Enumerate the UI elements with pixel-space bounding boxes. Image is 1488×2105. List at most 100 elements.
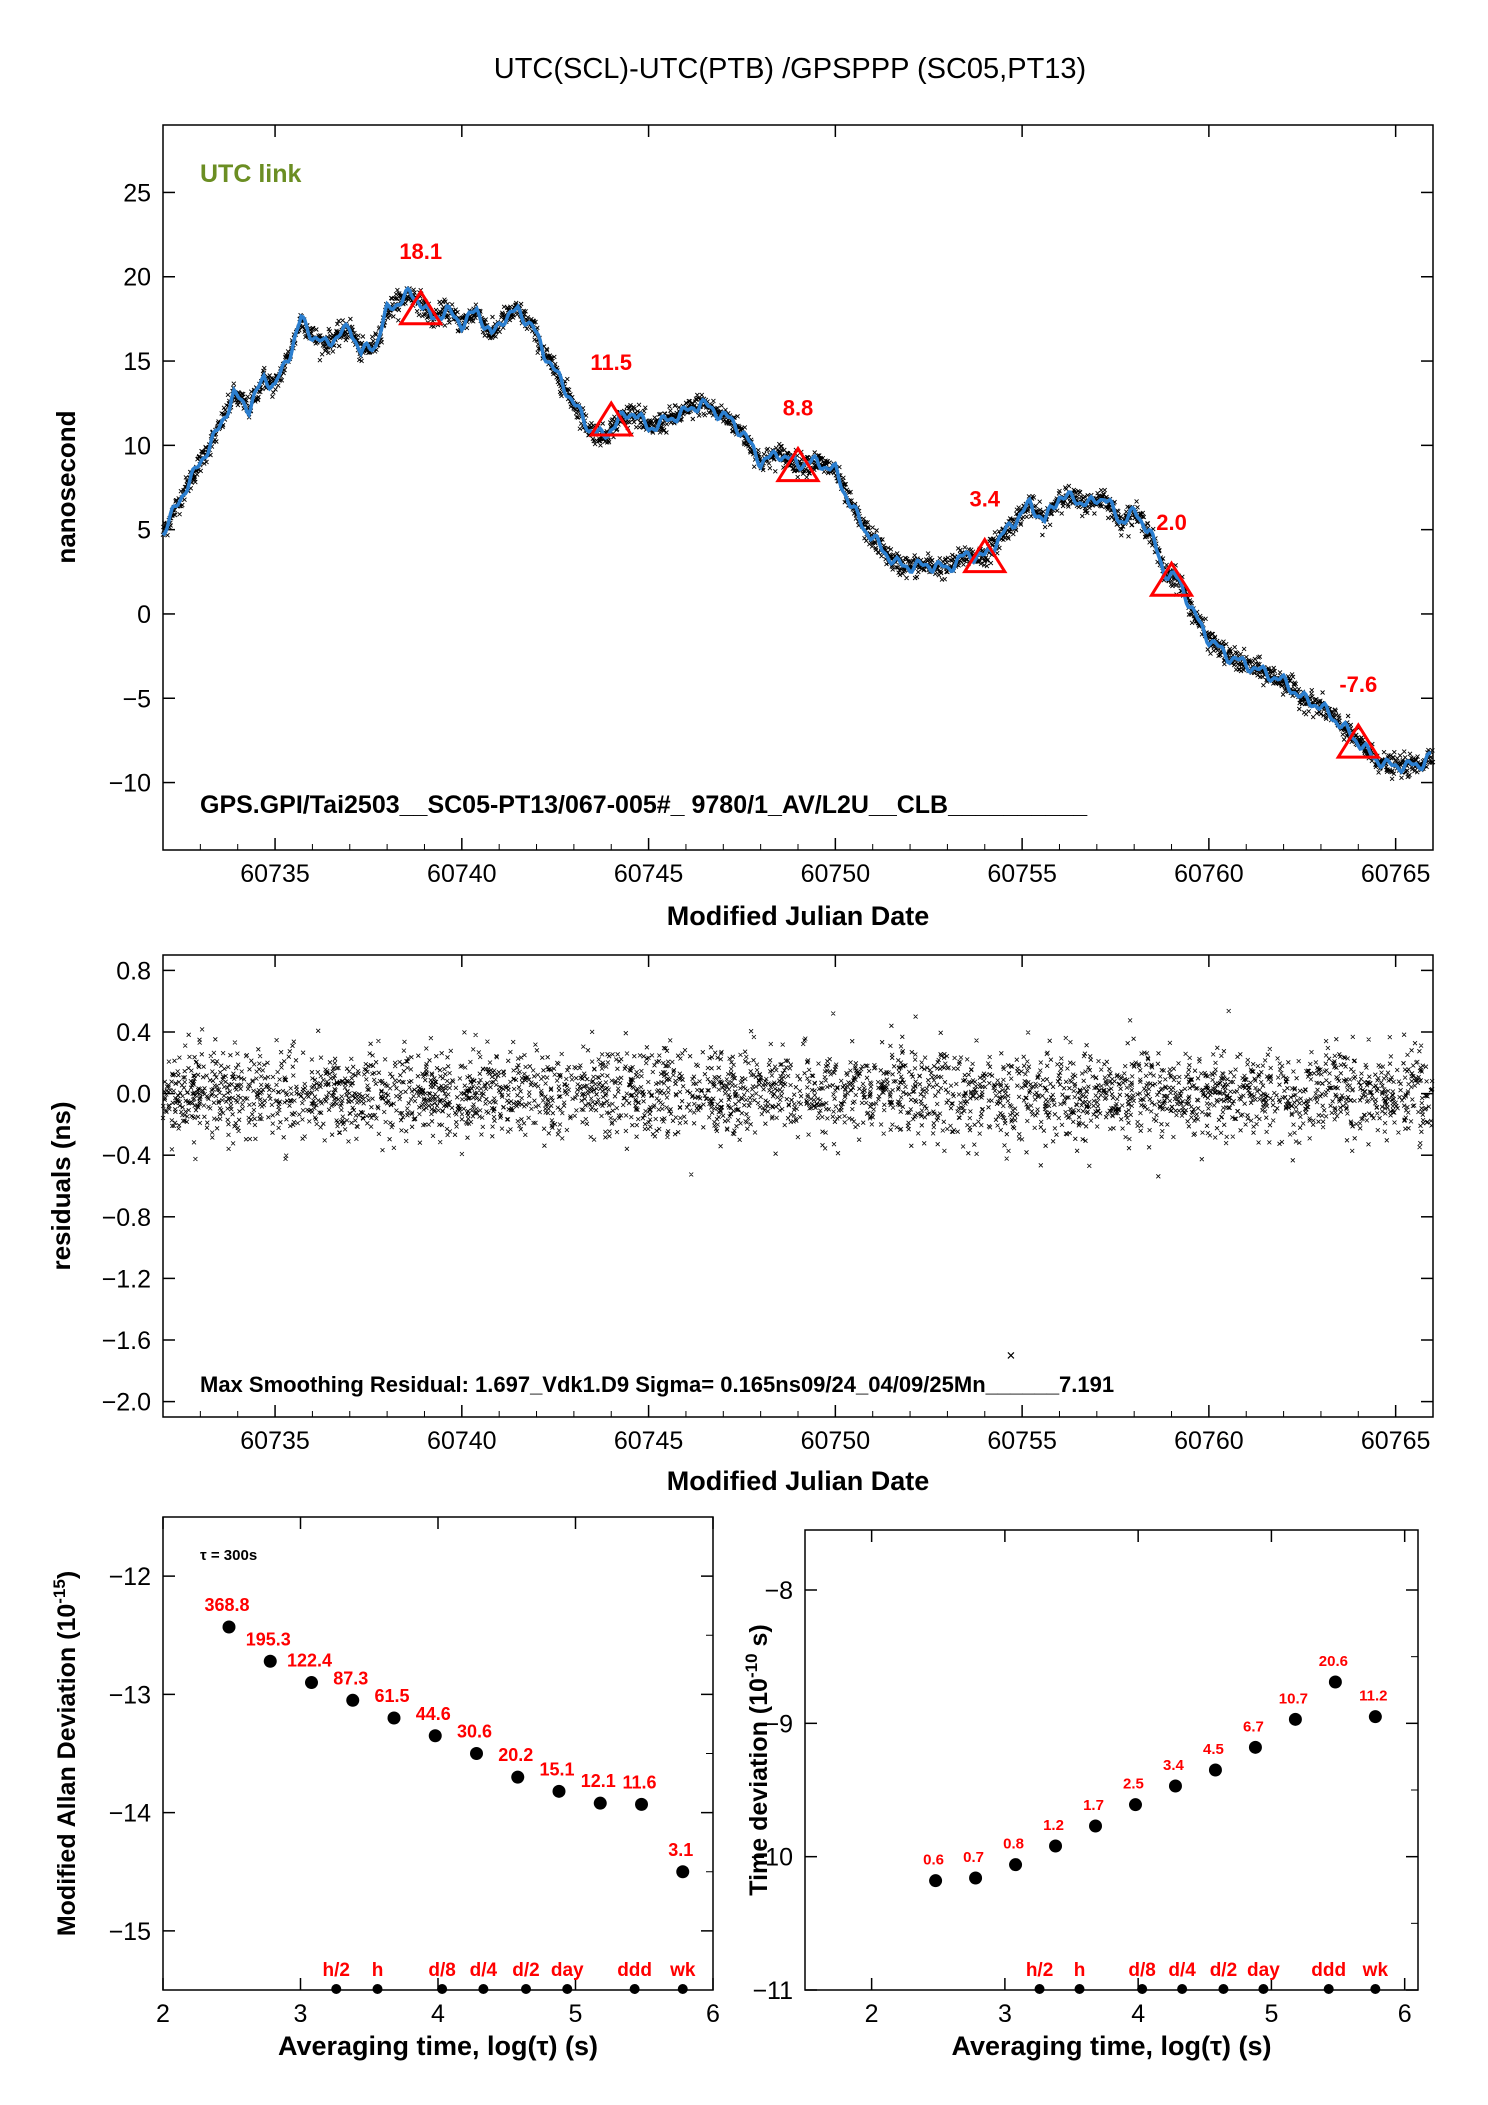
- time-mark-label: d/2: [1210, 1960, 1237, 1981]
- x-tick-label: 3: [998, 2000, 1012, 2028]
- y-axis-label: Time deviation (10-10 s): [742, 1624, 773, 1895]
- y-tick-label: −15: [109, 1918, 151, 1946]
- raw-data-points: [160, 286, 1436, 782]
- y-tick-label: 10: [123, 432, 151, 460]
- triangle-marker: [775, 445, 821, 483]
- time-mark-point: [372, 1984, 383, 1994]
- x-tick-label: 6: [1398, 2000, 1412, 2028]
- time-mark-label: wk: [1362, 1960, 1389, 1981]
- deviation-value-label: 0.7: [963, 1849, 984, 1866]
- y-axis-label-main: Time deviation (10: [745, 1678, 773, 1896]
- x-tick-label: 6: [706, 2000, 720, 2028]
- triangle-marker: [1335, 722, 1381, 759]
- deviation-value-label: 1.7: [1083, 1797, 1104, 1814]
- x-tick-label: 5: [1264, 2000, 1278, 2028]
- time-mark-label: d/2: [512, 1960, 539, 1981]
- y-axis-label-exponent: -10: [742, 1653, 761, 1678]
- deviation-point: [635, 1797, 648, 1811]
- plot-frame: [804, 1529, 1419, 1991]
- y-axis-label-end: ): [53, 1571, 81, 1579]
- triangle-marker: [1148, 560, 1195, 597]
- y-tick-label: 15: [123, 348, 151, 376]
- y-axis-label: nanosecond: [51, 410, 81, 563]
- deviation-point: [1248, 1740, 1262, 1754]
- y-tick-label: −0.4: [102, 1142, 151, 1170]
- deviation-point: [593, 1796, 607, 1810]
- x-tick-label: 60745: [614, 1427, 684, 1455]
- deviation-value-label: 3.4: [1163, 1757, 1185, 1774]
- deviation-point: [1089, 1819, 1103, 1833]
- deviation-value-label: 20.6: [1319, 1653, 1348, 1670]
- y-tick-label: 25: [123, 179, 151, 207]
- y-tick-label: 0.4: [116, 1019, 151, 1047]
- deviation-point: [929, 1874, 943, 1888]
- y-tick-label: −10: [751, 1844, 793, 1872]
- x-tick-label: 60735: [240, 860, 310, 888]
- deviation-value-label: 30.6: [457, 1722, 492, 1742]
- x-tick-label: 60745: [614, 860, 684, 888]
- deviation-point: [1208, 1763, 1222, 1777]
- y-axis-label: residuals (ns): [46, 1101, 76, 1270]
- deviation-value-label: 11.6: [622, 1772, 656, 1792]
- time-mark-point: [629, 1984, 640, 1994]
- x-tick-label: 60765: [1361, 1427, 1431, 1455]
- deviation-point: [676, 1865, 690, 1879]
- deviation-point: [1368, 1710, 1382, 1724]
- panel-footer-text: Max Smoothing Residual: 1.697_Vdk1.D9 Si…: [200, 1372, 1114, 1397]
- x-tick-label: 60755: [987, 1427, 1057, 1455]
- plot-frame: [162, 124, 1434, 851]
- residual-points: [160, 1008, 1435, 1179]
- time-mark-point: [521, 1984, 531, 1994]
- y-axis-label: Modified Allan Deviation (10-15): [50, 1571, 81, 1936]
- deviation-value-label: 11.2: [1359, 1688, 1387, 1705]
- time-mark-point: [1323, 1984, 1334, 1994]
- x-tick-label: 60750: [801, 1427, 871, 1455]
- deviation-point: [1049, 1839, 1063, 1853]
- time-mark-label: day: [1247, 1960, 1280, 1981]
- deviation-point: [969, 1871, 983, 1885]
- deviation-point: [222, 1620, 236, 1634]
- deviation-value-label: 0.6: [923, 1852, 944, 1869]
- deviation-value-label: 0.8: [1003, 1836, 1024, 1853]
- deviation-value-label: 1.2: [1043, 1817, 1064, 1834]
- time-mark-point: [478, 1984, 489, 1994]
- deviation-point: [346, 1693, 360, 1707]
- time-mark-point: [1258, 1984, 1269, 1994]
- deviation-point: [305, 1676, 318, 1690]
- time-mark-label: day: [551, 1960, 584, 1981]
- time-mark-label: h: [1074, 1960, 1086, 1981]
- y-tick-label: −5: [122, 685, 151, 713]
- deviation-point: [1128, 1798, 1142, 1812]
- tau-note: τ = 300s: [200, 1547, 257, 1564]
- y-axis-label-main: Modified Allan Deviation (10: [53, 1604, 81, 1936]
- time-mark-label: h: [372, 1960, 384, 1981]
- y-tick-label: 0: [137, 601, 151, 629]
- deviation-point: [511, 1770, 525, 1784]
- x-tick-label: 60750: [801, 860, 871, 888]
- time-mark-point: [562, 1984, 573, 1994]
- time-mark-point: [1370, 1984, 1381, 1994]
- time-mark-label: d/4: [1168, 1960, 1196, 1981]
- x-tick-label: 2: [156, 2000, 170, 2028]
- y-tick-label: −10: [109, 770, 151, 798]
- time-mark-point: [1137, 1984, 1148, 1994]
- y-tick-label: −11: [752, 1977, 793, 2005]
- triangle-marker: [588, 400, 634, 437]
- plot-frame: [162, 954, 1434, 1418]
- y-tick-label: −2.0: [102, 1389, 151, 1417]
- residuals-panel: 60735 60740 60745 60750 60755 60760 60765 −2.0 −…: [46, 954, 1435, 1496]
- deviation-value-label: 122.4: [287, 1651, 332, 1671]
- deviation-value-label: 6.7: [1243, 1718, 1264, 1735]
- x-tick-label: 3: [294, 2000, 308, 2028]
- marker-value-label: -7.6: [1339, 672, 1377, 697]
- y-tick-label: −12: [109, 1563, 151, 1591]
- y-tick-label: 0.8: [116, 957, 151, 985]
- y-axis-label-exponent: -15: [50, 1579, 69, 1604]
- y-tick-label: −1.6: [102, 1327, 151, 1355]
- smoothed-series-line: [161, 286, 1432, 775]
- y-tick-label: −0.8: [102, 1204, 151, 1232]
- deviation-point: [1328, 1675, 1342, 1689]
- triangle-marker: [398, 288, 444, 326]
